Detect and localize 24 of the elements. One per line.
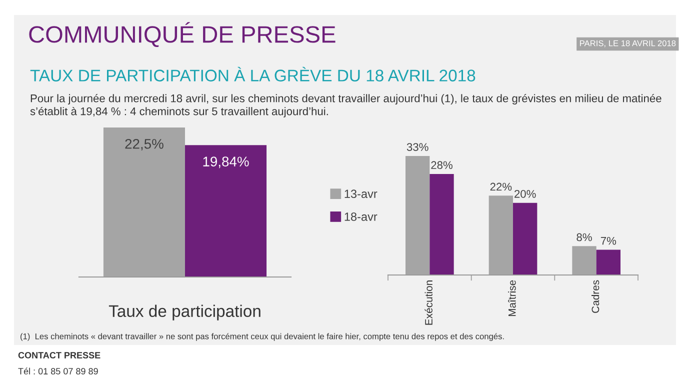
legend-label: 13-avr <box>344 190 378 198</box>
data-label: 20% <box>514 190 536 198</box>
text: COMMUNIQUÉ DE PRESSE <box>29 22 336 48</box>
text: (1) Les cheminots « devant travailler » ne sont pas forcément ceux qui devaient le faire hier, compte tenu des repos et des congés. <box>20 333 504 341</box>
data-label: 22% <box>490 182 512 191</box>
text: Tél : 01 85 07 89 89 <box>18 368 98 374</box>
x-tick-label: Cadres <box>591 280 600 313</box>
x-axis-title: Taux de participation <box>108 304 260 320</box>
legend-label: 18-avr <box>344 212 378 221</box>
text: PARIS, LE 18 AVRIL 2018 <box>580 40 676 48</box>
data-label: 28% <box>431 161 452 170</box>
data-label: 8% <box>576 233 592 242</box>
data-label: 7% <box>600 236 616 245</box>
chart-title: TAUX DE PARTICIPATION À LA GRÈVE DU 18 AVRIL 2018 <box>30 66 476 82</box>
data-label: 19,84% <box>203 156 249 168</box>
data-label: 22,5% <box>125 138 164 150</box>
x-tick-label: Maîtrise <box>508 280 516 316</box>
text: CONTACT PRESSE <box>18 352 100 358</box>
data-label: 33% <box>406 143 428 151</box>
x-tick-label: Exécution <box>424 280 432 325</box>
text: Pour la journée du mercredi 18 avril, sur les cheminots devant travailler aujourd’hui (1), le taux de grévistes en milieu de matinée s’établit à 19,84 % : 4 cheminots sur 5 travaillent aujourd’hui. <box>30 94 662 118</box>
bar <box>513 202 538 275</box>
bar <box>596 250 620 275</box>
bar <box>430 174 454 275</box>
